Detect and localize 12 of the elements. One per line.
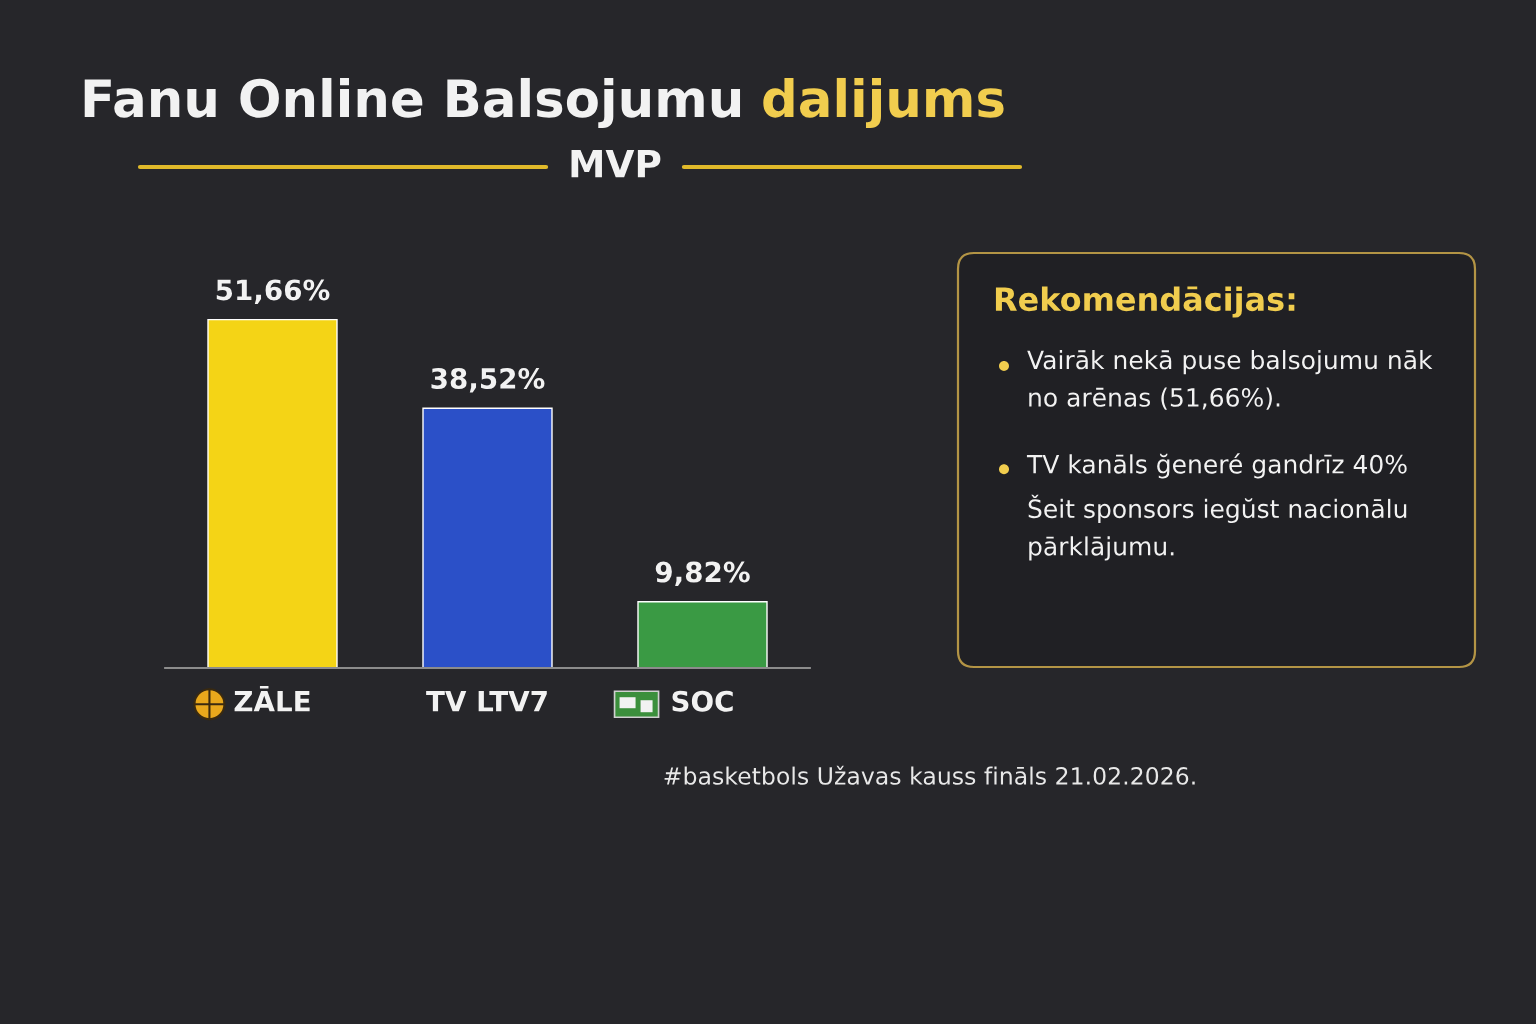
text: TV kanāls ğeneré gandrīz 40% Šeit sponsors iegŭst nacionālu pārklājumu. [1026,453,1407,561]
x-tick-label: ZĀLE [234,686,310,712]
data-label: 51,66% [216,279,330,304]
x-tick-label: SOC [672,690,733,712]
text: Rekomendācijas: [995,286,1295,318]
text: Vairāk nekā puse balsojumu nāk no arēnas (51,66%). [1027,350,1433,410]
chart-subtitle: MVP [571,150,661,178]
data-label: 38,52% [431,367,545,393]
chart-title: Fanu Online Balsojumu dalijums [84,77,1004,129]
data-label: 9,82% [655,561,750,587]
text: #basketbols Užavas kauss fināls 21.02.2026. [664,765,1195,785]
x-tick-label: TV LTV7 [426,691,547,712]
